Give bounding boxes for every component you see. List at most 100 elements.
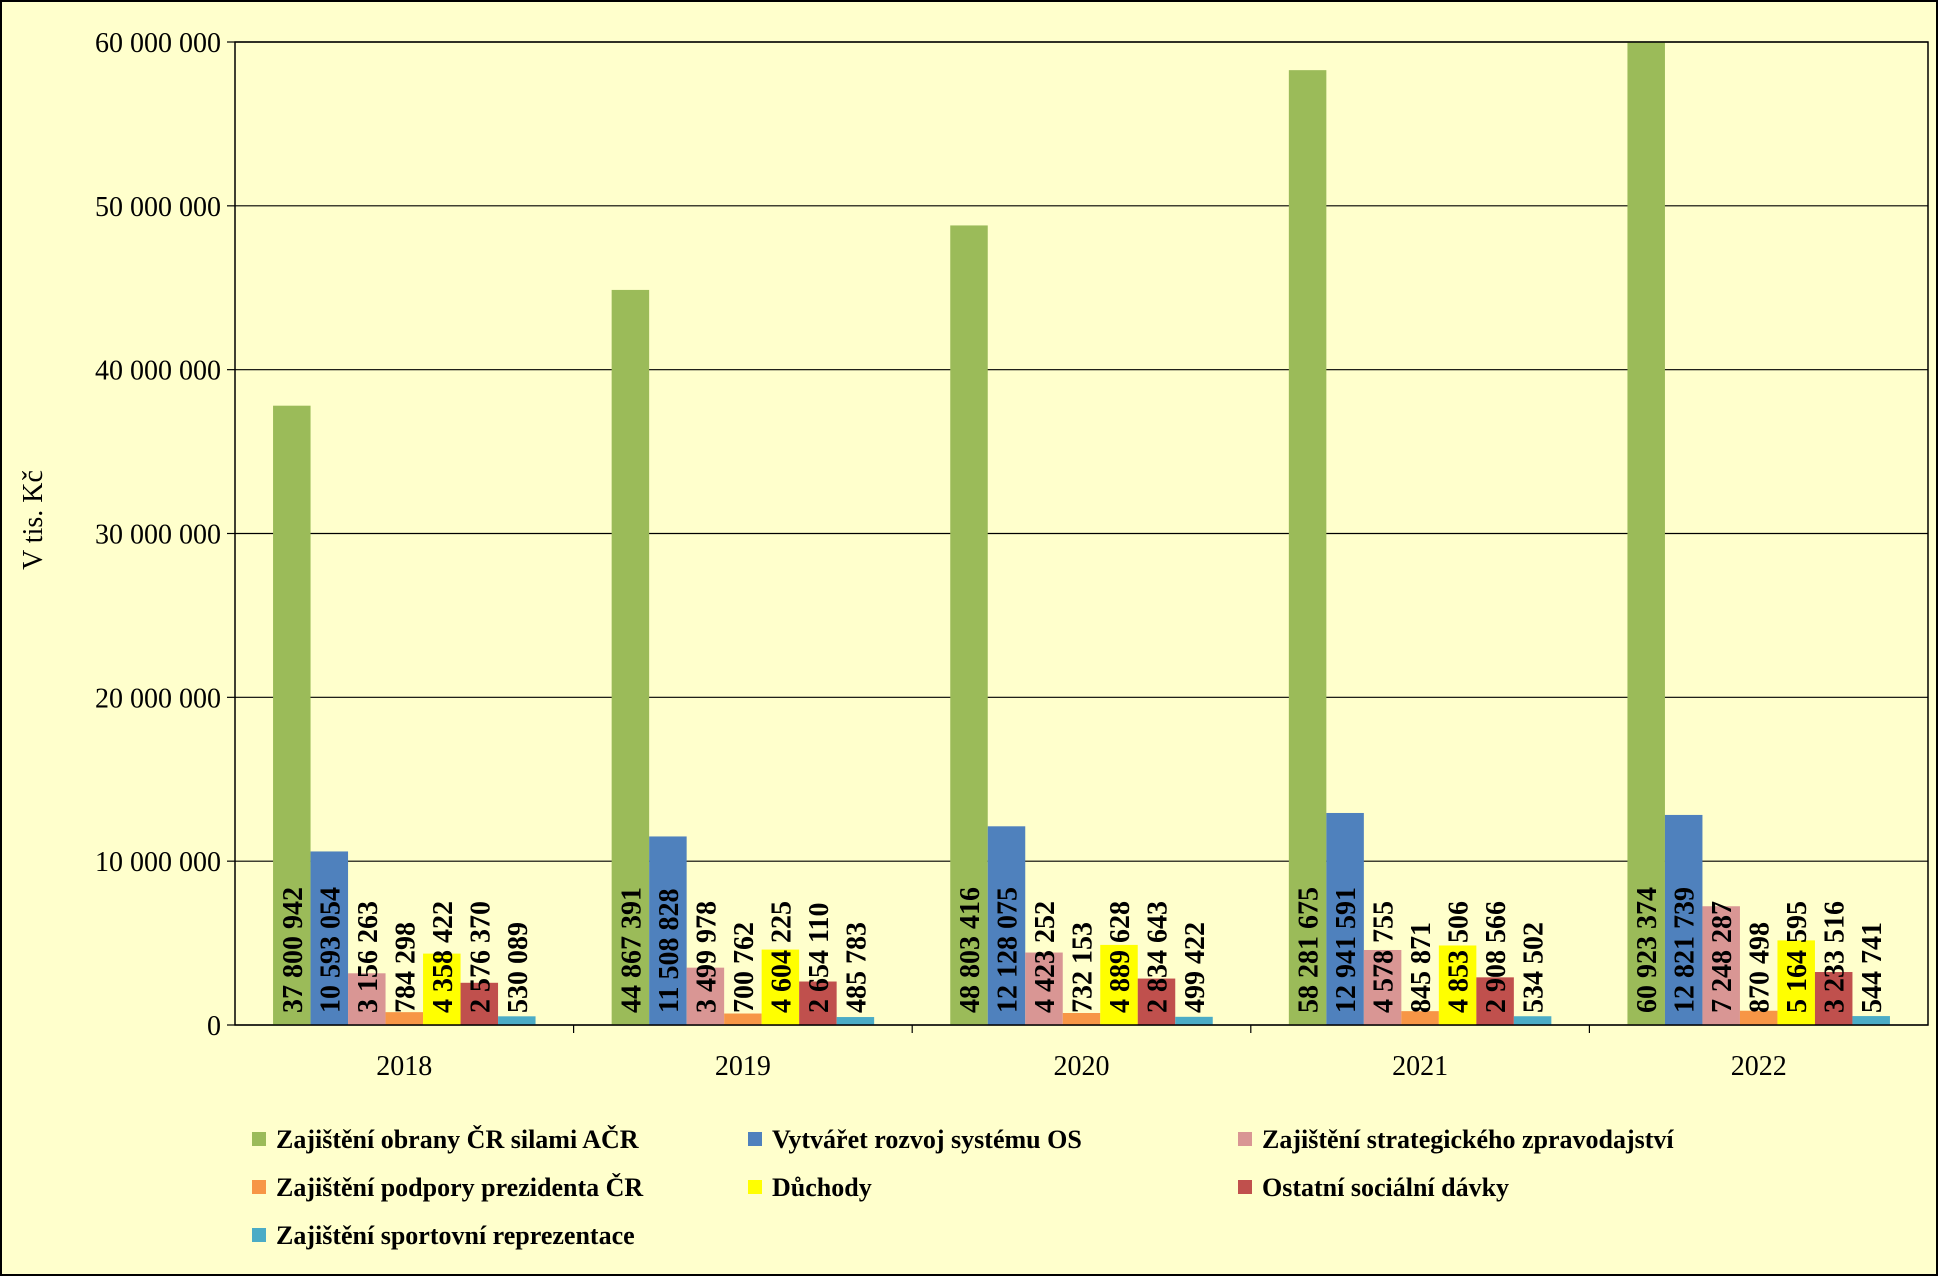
- data-label: 44 867 391: [616, 887, 647, 1013]
- bar: [1777, 940, 1815, 1025]
- bar: [761, 949, 800, 1025]
- x-tick-label: 2021: [1392, 1051, 1448, 1082]
- data-label: 4 423 252: [1030, 901, 1061, 1013]
- bar: [1025, 952, 1063, 1025]
- data-label: 2 576 370: [465, 901, 496, 1013]
- bar: [799, 981, 837, 1025]
- bar: [1100, 944, 1138, 1025]
- legend-label: Zajištění sportovní reprezentace: [276, 1221, 635, 1250]
- data-label: 485 783: [841, 922, 872, 1013]
- legend-item: Důchody: [748, 1173, 872, 1202]
- legend-swatch: [252, 1180, 266, 1194]
- x-axis-ticks: 2018 2019 2020 2021 2022: [376, 1025, 1787, 1082]
- bar: [686, 967, 725, 1025]
- data-label: 11 508 828: [654, 889, 685, 1013]
- data-label: 4 853 506: [1444, 901, 1475, 1013]
- data-label: 530 089: [503, 922, 534, 1013]
- data-labels-group: 37 800 942 10 593 054 3 156 263 784 298 4 35…: [278, 887, 1888, 1013]
- bar: [1476, 977, 1514, 1025]
- bar: [498, 1016, 536, 1025]
- data-label: 3 233 516: [1820, 901, 1851, 1013]
- bar: [1438, 945, 1477, 1025]
- data-label: 58 281 675: [1294, 887, 1325, 1013]
- data-label: 2 834 643: [1143, 901, 1174, 1013]
- legend-item: Zajištění sportovní reprezentace: [252, 1221, 635, 1250]
- data-label: 4 604 225: [766, 901, 797, 1013]
- legend-item: Vytvářet rozvoj systému OS: [748, 1125, 1082, 1154]
- bar: [1137, 978, 1176, 1025]
- data-label: 870 498: [1745, 922, 1776, 1013]
- bar: [950, 225, 988, 1025]
- legend-label: Zajištění obrany ČR silami AČR: [276, 1125, 639, 1154]
- legend-label: Zajištění strategického zpravodajství: [1262, 1125, 1674, 1154]
- bar: [1814, 972, 1853, 1025]
- bar: [460, 982, 499, 1025]
- y-tick-label: 50 000 000: [95, 192, 221, 223]
- legend-label: Důchody: [772, 1173, 872, 1202]
- y-axis-title: V tis. Kč: [18, 470, 49, 570]
- data-label: 3 499 978: [691, 901, 722, 1013]
- legend-item: Ostatní sociální dávky: [1238, 1173, 1509, 1202]
- x-tick-label: 2019: [715, 1051, 771, 1082]
- data-label: 2 908 566: [1481, 901, 1512, 1013]
- legend-swatch: [252, 1228, 266, 1242]
- legend-item: Zajištění strategického zpravodajství: [1238, 1125, 1674, 1154]
- legend-swatch: [252, 1132, 266, 1146]
- data-label: 37 800 942: [278, 887, 309, 1013]
- bar: [1739, 1010, 1778, 1025]
- legend-swatch: [1238, 1180, 1252, 1194]
- legend-label: Zajištění podpory prezidenta ČR: [276, 1173, 643, 1202]
- data-label: 544 741: [1857, 922, 1888, 1013]
- bar: [611, 289, 650, 1025]
- bar: [649, 836, 687, 1025]
- legend-swatch: [748, 1180, 762, 1194]
- data-label: 5 164 595: [1782, 901, 1813, 1013]
- data-label: 2 654 110: [804, 903, 835, 1013]
- bars-group: [273, 42, 1890, 1025]
- legend-label: Vytvářet rozvoj systému OS: [772, 1125, 1082, 1154]
- data-label: 4 358 422: [428, 901, 459, 1013]
- data-label: 12 128 075: [993, 887, 1024, 1013]
- y-tick-label: 60 000 000: [95, 28, 221, 59]
- data-label: 700 762: [729, 922, 760, 1013]
- data-label: 3 156 263: [353, 901, 384, 1013]
- bar: [724, 1013, 762, 1025]
- bar: [1062, 1013, 1101, 1025]
- x-tick-label: 2022: [1731, 1051, 1787, 1082]
- data-label: 12 821 739: [1670, 887, 1701, 1013]
- legend-item: Zajištění obrany ČR silami AČR: [252, 1125, 639, 1154]
- data-label: 499 422: [1180, 922, 1211, 1013]
- bar: [1401, 1011, 1439, 1025]
- data-label: 7 248 287: [1707, 901, 1738, 1013]
- legend-item: Zajištění podpory prezidenta ČR: [252, 1173, 643, 1202]
- x-tick-label: 2018: [376, 1051, 432, 1082]
- y-tick-label: 40 000 000: [95, 356, 221, 387]
- bar: [987, 826, 1026, 1025]
- bar: [1175, 1016, 1213, 1025]
- bar: [1513, 1016, 1552, 1025]
- data-label: 60 923 374: [1632, 887, 1663, 1013]
- bar: [310, 851, 349, 1025]
- data-label: 732 153: [1068, 922, 1099, 1013]
- data-label: 12 941 591: [1331, 887, 1362, 1013]
- data-label: 845 871: [1406, 922, 1437, 1013]
- bar: [836, 1017, 875, 1025]
- bar: [1852, 1016, 1890, 1025]
- y-tick-label: 30 000 000: [95, 520, 221, 551]
- data-label: 4 578 755: [1369, 901, 1400, 1013]
- data-label: 534 502: [1519, 922, 1550, 1013]
- data-label: 48 803 416: [955, 887, 986, 1013]
- bar: [1664, 814, 1703, 1025]
- y-tick-label: 0: [207, 1011, 221, 1042]
- data-label: 784 298: [390, 922, 421, 1013]
- bar: [385, 1012, 424, 1025]
- bar: [1627, 42, 1665, 1025]
- bar: [348, 973, 386, 1025]
- legend: Zajištění obrany ČR silami AČR Vytvářet r…: [252, 1125, 1674, 1250]
- data-label: 10 593 054: [315, 887, 346, 1013]
- bar: [423, 953, 461, 1025]
- bar: [1702, 906, 1740, 1025]
- legend-label: Ostatní sociální dávky: [1262, 1173, 1509, 1202]
